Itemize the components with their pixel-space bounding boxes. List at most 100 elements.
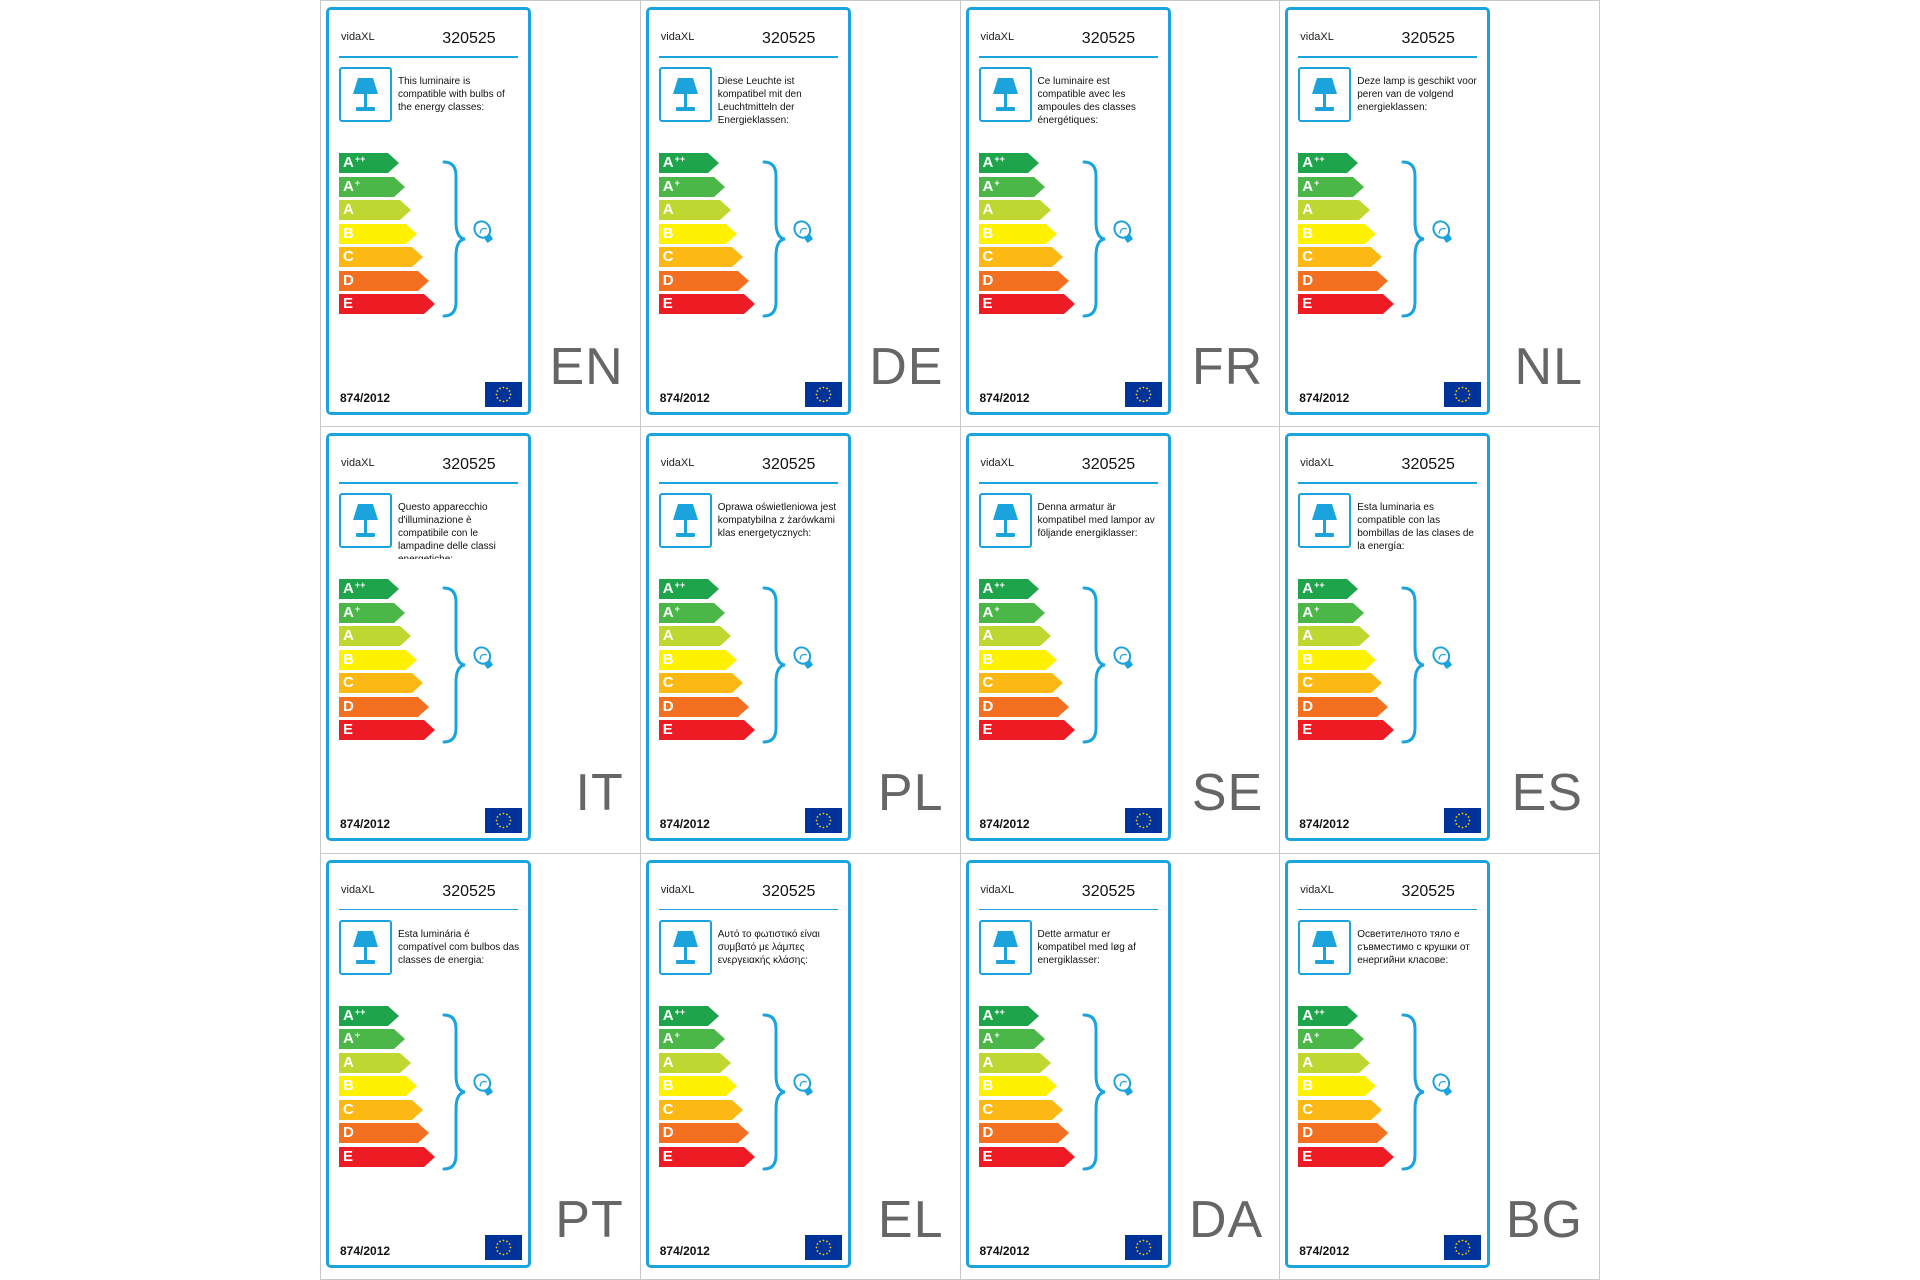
energy-class-arrow-shape [978,294,1075,314]
energy-class-arrow-shape [1298,649,1377,670]
brand-name: vidaXL [660,457,695,470]
energy-class-arrow-shape [339,579,399,600]
energy-class-letter: A++ [343,1006,366,1024]
language-code: DA [1189,1190,1264,1249]
header-divider [1298,56,1478,58]
energy-class-arrow-shape [1298,294,1395,314]
energy-class-letter: A++ [662,580,686,598]
energy-label-card: vidaXL 320525 Αυτό το φωτιστικό είναι συ… [645,859,851,1268]
energy-class-arrow-icon [339,720,435,741]
header-divider [658,482,838,484]
energy-class-letter: D [1302,1124,1314,1142]
header-divider [978,908,1158,911]
energy-class-arrow-shape [658,294,755,314]
energy-class-arrow-icon [1298,294,1395,314]
language-code: DE [869,338,944,396]
energy-class-arrow-shape [1298,696,1389,717]
curly-brace-icon [1082,160,1133,318]
energy-class-arrow-shape [1298,1123,1389,1144]
brand-name: vidaXL [1300,31,1334,43]
energy-class-letter: E [343,721,354,739]
energy-class-arrow-icon [1298,1123,1389,1144]
regulation-number: 874/2012 [979,1243,1030,1258]
table-lamp-icon [353,930,378,964]
energy-class-arrow-shape [1298,1029,1365,1050]
energy-class-arrow-shape [339,270,429,291]
light-bulb-icon [793,220,813,243]
energy-class-arrow-icon [339,649,417,670]
lamp-icon-box [1298,919,1352,975]
energy-class-arrow-shape [339,176,405,197]
energy-class-letter: B [1302,1077,1314,1095]
brand-name: vidaXL [660,31,695,43]
energy-class-arrow-icon [978,673,1063,694]
language-code: PT [555,1190,624,1249]
energy-class-arrow-icon [339,270,429,291]
energy-class-arrow-icon [658,649,737,670]
energy-class-letter: C [1302,248,1314,265]
energy-class-letter: A [662,1053,674,1071]
energy-class-letter: A++ [662,154,686,171]
energy-class-arrow-shape [1298,247,1383,267]
energy-class-arrow-icon [1298,223,1377,244]
energy-class-letter: D [1302,697,1314,715]
energy-class-letter: E [662,1147,673,1165]
brand-name: vidaXL [1300,457,1334,470]
energy-class-arrow-icon [978,176,1045,197]
energy-class-arrow-icon [978,1146,1075,1167]
eu-flag-stars [1454,812,1471,829]
energy-class-arrow-icon [658,720,755,741]
table-lamp-icon [672,930,698,964]
energy-class-arrow-shape [1298,176,1365,197]
energy-class-arrow-shape [978,153,1039,173]
energy-label-grid: vidaXL 320525 This luminaire is compatib… [320,0,1600,1280]
energy-class-letter: D [982,1124,994,1142]
energy-class-letter: A+ [662,603,680,621]
energy-class-arrow-shape [339,696,429,717]
energy-class-arrow-shape [978,626,1051,647]
energy-class-arrow-icon [1298,247,1383,267]
energy-class-arrow-icon [658,247,743,267]
light-bulb-icon [473,1073,493,1096]
energy-class-letter: C [662,1100,674,1118]
energy-class-arrow-icon [658,176,725,197]
energy-class-arrow-shape [339,153,399,173]
regulation-number: 874/2012 [340,1243,391,1258]
energy-class-arrow-shape [658,1146,755,1167]
energy-class-letter: A++ [982,154,1005,171]
energy-class-arrow-shape [978,602,1045,623]
energy-class-letter: D [343,271,354,289]
energy-class-letter: A [1302,1053,1314,1071]
energy-class-letter: C [343,674,354,692]
eu-flag-stars [815,812,832,829]
energy-class-letter: A++ [1302,154,1325,171]
curly-brace-icon [1401,160,1453,318]
energy-class-arrow-shape [978,673,1063,694]
energy-class-letter: E [982,295,993,312]
model-number: 320525 [1401,882,1455,900]
model-number: 320525 [1081,882,1136,900]
model-number: 320525 [1401,456,1455,474]
lamp-icon-box [339,67,392,122]
energy-class-letter: A [1302,201,1314,218]
energy-label-card: vidaXL 320525 Oprawa oświetleniowa jest … [645,433,851,842]
energy-class-letter: C [343,248,354,265]
energy-class-arrow-shape [978,696,1069,717]
curly-brace-icon [762,586,813,744]
language-code: FR [1191,338,1264,396]
compatibility-text: Deze lamp is geschikt voor peren van de … [1357,76,1477,113]
energy-label-card: vidaXL 320525 Esta luminaria es compatib… [1285,433,1491,842]
eu-flag-icon [485,808,522,834]
lamp-icon-box [658,493,712,549]
model-number: 320525 [762,30,816,47]
energy-class-arrow-icon [339,200,411,220]
label-cell: vidaXL 320525 Esta luminária é compatíve… [321,853,641,1280]
label-cell: vidaXL 320525 Dette armatur er kompatibe… [960,853,1281,1280]
energy-class-arrow-shape [1298,579,1359,600]
energy-class-arrow-shape [339,247,423,267]
energy-class-letter: A [982,201,994,218]
energy-class-letter: E [343,295,354,312]
brand-name: vidaXL [660,883,695,896]
energy-class-arrow-icon [978,1123,1069,1144]
energy-class-arrow-icon [978,153,1039,173]
